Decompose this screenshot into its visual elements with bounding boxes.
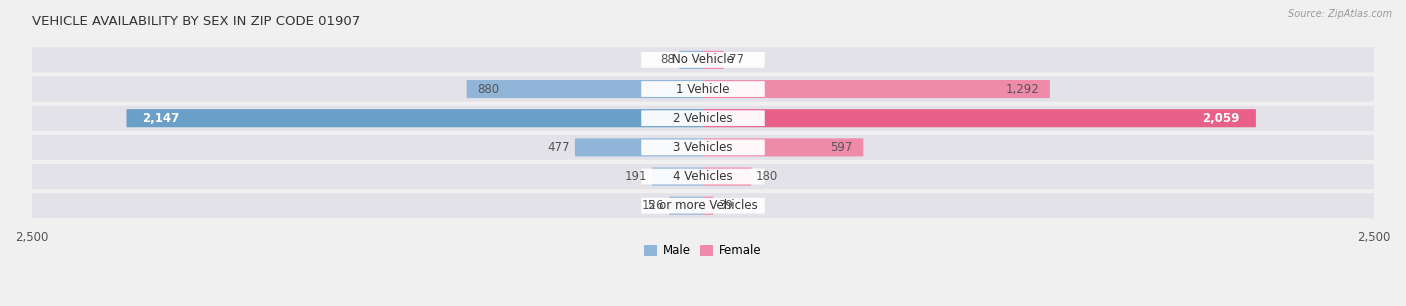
Text: 2 Vehicles: 2 Vehicles <box>673 112 733 125</box>
Text: 1 Vehicle: 1 Vehicle <box>676 83 730 95</box>
Legend: Male, Female: Male, Female <box>640 240 766 262</box>
Text: 5 or more Vehicles: 5 or more Vehicles <box>648 199 758 212</box>
Text: Source: ZipAtlas.com: Source: ZipAtlas.com <box>1288 9 1392 19</box>
FancyBboxPatch shape <box>669 197 703 215</box>
FancyBboxPatch shape <box>575 138 703 156</box>
FancyBboxPatch shape <box>703 51 724 69</box>
Text: 477: 477 <box>547 141 569 154</box>
FancyBboxPatch shape <box>641 140 765 155</box>
FancyBboxPatch shape <box>641 169 765 185</box>
Text: 880: 880 <box>478 83 499 95</box>
Text: 88: 88 <box>659 53 675 66</box>
FancyBboxPatch shape <box>703 109 1256 127</box>
FancyBboxPatch shape <box>652 167 703 185</box>
Text: 77: 77 <box>728 53 744 66</box>
Text: 2,059: 2,059 <box>1202 112 1240 125</box>
Text: No Vehicle: No Vehicle <box>672 53 734 66</box>
FancyBboxPatch shape <box>32 193 1374 218</box>
FancyBboxPatch shape <box>641 110 765 126</box>
Text: 39: 39 <box>718 199 733 212</box>
FancyBboxPatch shape <box>641 52 765 68</box>
FancyBboxPatch shape <box>703 167 751 185</box>
FancyBboxPatch shape <box>641 198 765 214</box>
Text: 180: 180 <box>756 170 779 183</box>
FancyBboxPatch shape <box>703 80 1050 98</box>
FancyBboxPatch shape <box>32 164 1374 189</box>
FancyBboxPatch shape <box>641 81 765 97</box>
Text: 191: 191 <box>624 170 647 183</box>
FancyBboxPatch shape <box>32 47 1374 73</box>
Text: 597: 597 <box>830 141 852 154</box>
FancyBboxPatch shape <box>127 109 703 127</box>
FancyBboxPatch shape <box>32 106 1374 131</box>
FancyBboxPatch shape <box>32 76 1374 102</box>
Text: VEHICLE AVAILABILITY BY SEX IN ZIP CODE 01907: VEHICLE AVAILABILITY BY SEX IN ZIP CODE … <box>32 15 360 28</box>
FancyBboxPatch shape <box>467 80 703 98</box>
Text: 4 Vehicles: 4 Vehicles <box>673 170 733 183</box>
FancyBboxPatch shape <box>32 135 1374 160</box>
FancyBboxPatch shape <box>703 197 713 215</box>
Text: 1,292: 1,292 <box>1005 83 1039 95</box>
FancyBboxPatch shape <box>703 138 863 156</box>
Text: 126: 126 <box>641 199 664 212</box>
FancyBboxPatch shape <box>679 51 703 69</box>
Text: 3 Vehicles: 3 Vehicles <box>673 141 733 154</box>
Text: 2,147: 2,147 <box>142 112 180 125</box>
